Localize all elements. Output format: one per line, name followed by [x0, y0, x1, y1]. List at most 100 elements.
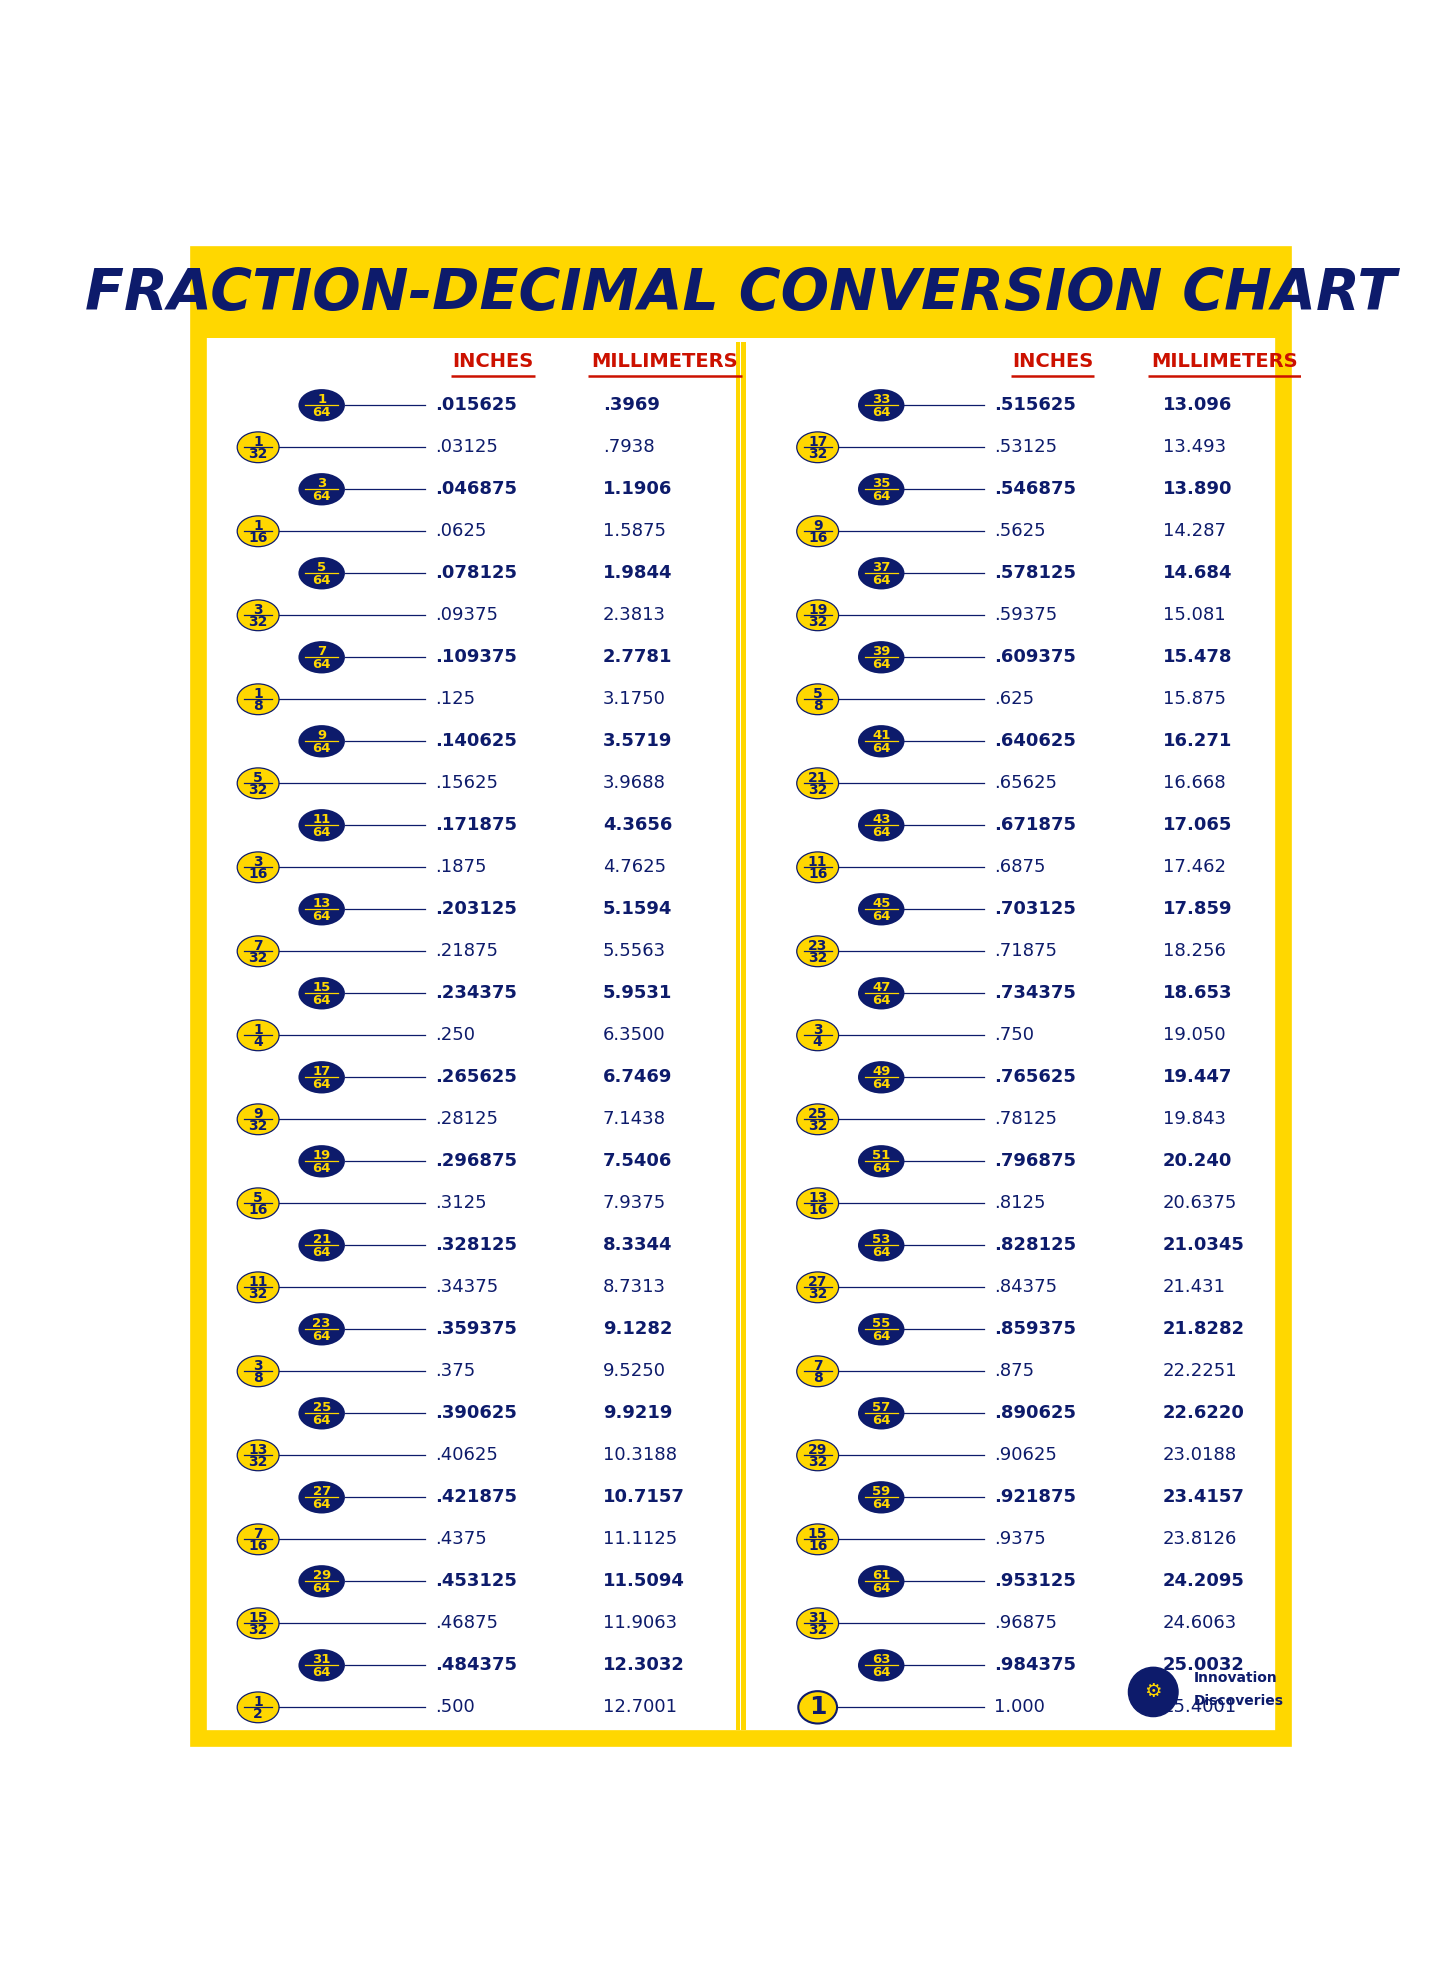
Text: 7: 7: [253, 1526, 263, 1540]
Text: .421875: .421875: [435, 1489, 517, 1507]
Text: 8: 8: [812, 698, 822, 712]
Text: Innovation: Innovation: [1194, 1670, 1277, 1686]
Ellipse shape: [858, 641, 905, 674]
Text: 31: 31: [808, 1611, 828, 1625]
Ellipse shape: [796, 684, 838, 714]
Text: 64: 64: [871, 826, 890, 838]
Text: 32: 32: [808, 1118, 828, 1132]
Text: 64: 64: [312, 1329, 331, 1343]
Text: 1: 1: [316, 392, 327, 406]
Text: .203125: .203125: [435, 901, 517, 919]
Text: 25: 25: [312, 1400, 331, 1414]
Text: 12.3032: 12.3032: [603, 1656, 685, 1674]
Ellipse shape: [858, 978, 905, 1010]
Text: 16: 16: [808, 866, 828, 881]
Text: 32: 32: [808, 615, 828, 629]
Text: .703125: .703125: [994, 901, 1077, 919]
Text: .1875: .1875: [435, 858, 487, 876]
Text: ⚙: ⚙: [1144, 1682, 1162, 1702]
Text: .296875: .296875: [435, 1152, 517, 1169]
Text: 25.4001: 25.4001: [1163, 1698, 1237, 1716]
Ellipse shape: [858, 1146, 905, 1177]
Text: 3: 3: [316, 477, 327, 489]
Text: 64: 64: [871, 1329, 890, 1343]
Text: .5625: .5625: [994, 523, 1046, 540]
Text: 32: 32: [249, 1286, 267, 1302]
Text: 13: 13: [312, 897, 331, 909]
Text: .359375: .359375: [435, 1321, 517, 1339]
Text: 41: 41: [871, 730, 890, 741]
Ellipse shape: [299, 1396, 345, 1430]
Text: MILLIMETERS: MILLIMETERS: [591, 353, 738, 371]
Text: .875: .875: [994, 1363, 1035, 1380]
Text: 47: 47: [871, 980, 890, 994]
Text: 4: 4: [253, 1035, 263, 1049]
Text: .015625: .015625: [435, 396, 517, 414]
Text: 3.9688: 3.9688: [603, 775, 666, 793]
Text: 64: 64: [871, 1077, 890, 1091]
Text: 59: 59: [873, 1485, 890, 1499]
Text: .078125: .078125: [435, 564, 517, 582]
Text: 19.447: 19.447: [1163, 1069, 1233, 1087]
Text: 64: 64: [312, 1162, 331, 1175]
Text: 9.1282: 9.1282: [603, 1321, 672, 1339]
Text: .765625: .765625: [994, 1069, 1077, 1087]
Text: .96875: .96875: [994, 1615, 1058, 1633]
Text: 64: 64: [871, 909, 890, 923]
Text: 61: 61: [871, 1570, 890, 1582]
Text: 16: 16: [808, 1538, 828, 1552]
Text: 15: 15: [808, 1526, 828, 1540]
Text: 64: 64: [871, 1162, 890, 1175]
Text: 7: 7: [253, 939, 263, 952]
Text: 64: 64: [871, 1246, 890, 1258]
Text: 18.653: 18.653: [1163, 984, 1233, 1002]
Text: 24.2095: 24.2095: [1163, 1572, 1244, 1589]
Text: 29: 29: [808, 1444, 828, 1457]
Text: .250: .250: [435, 1025, 475, 1045]
Ellipse shape: [299, 893, 345, 925]
Text: .3969: .3969: [603, 396, 660, 414]
Text: 15.875: 15.875: [1163, 690, 1225, 708]
Text: 32: 32: [249, 1455, 267, 1469]
Text: 1: 1: [253, 1023, 263, 1037]
Text: FRACTION-DECIMAL CONVERSION CHART: FRACTION-DECIMAL CONVERSION CHART: [85, 266, 1396, 321]
Text: .0625: .0625: [435, 523, 486, 540]
Text: .125: .125: [435, 690, 475, 708]
Ellipse shape: [858, 726, 905, 757]
Text: 32: 32: [808, 951, 828, 964]
Text: 5: 5: [812, 686, 822, 700]
Text: 9: 9: [814, 519, 822, 532]
Text: 64: 64: [312, 406, 331, 418]
Text: Discoveries: Discoveries: [1194, 1694, 1283, 1708]
Ellipse shape: [858, 558, 905, 590]
Ellipse shape: [858, 1481, 905, 1513]
Text: 1.9844: 1.9844: [603, 564, 672, 582]
Ellipse shape: [796, 1104, 838, 1134]
Text: 22.2251: 22.2251: [1163, 1363, 1237, 1380]
Text: 32: 32: [249, 1623, 267, 1637]
Text: 17: 17: [808, 434, 828, 450]
Text: .171875: .171875: [435, 816, 517, 834]
Bar: [198, 254, 1283, 339]
Text: 24.6063: 24.6063: [1163, 1615, 1237, 1633]
Ellipse shape: [237, 599, 279, 631]
Ellipse shape: [858, 1649, 905, 1682]
Text: .750: .750: [994, 1025, 1035, 1045]
Text: 1: 1: [253, 519, 263, 532]
Text: 23: 23: [808, 939, 828, 952]
Ellipse shape: [299, 1146, 345, 1177]
Text: .859375: .859375: [994, 1321, 1077, 1339]
Text: 3.1750: 3.1750: [603, 690, 666, 708]
Text: 37: 37: [871, 560, 890, 574]
Ellipse shape: [299, 1649, 345, 1682]
Text: 64: 64: [312, 574, 331, 586]
Ellipse shape: [237, 937, 279, 966]
Ellipse shape: [237, 684, 279, 714]
Text: 19: 19: [312, 1150, 331, 1162]
Ellipse shape: [796, 937, 838, 966]
Ellipse shape: [796, 1524, 838, 1554]
Text: 17: 17: [312, 1065, 331, 1079]
Text: 13: 13: [249, 1444, 267, 1457]
Ellipse shape: [237, 1272, 279, 1303]
Text: .828125: .828125: [994, 1236, 1077, 1254]
